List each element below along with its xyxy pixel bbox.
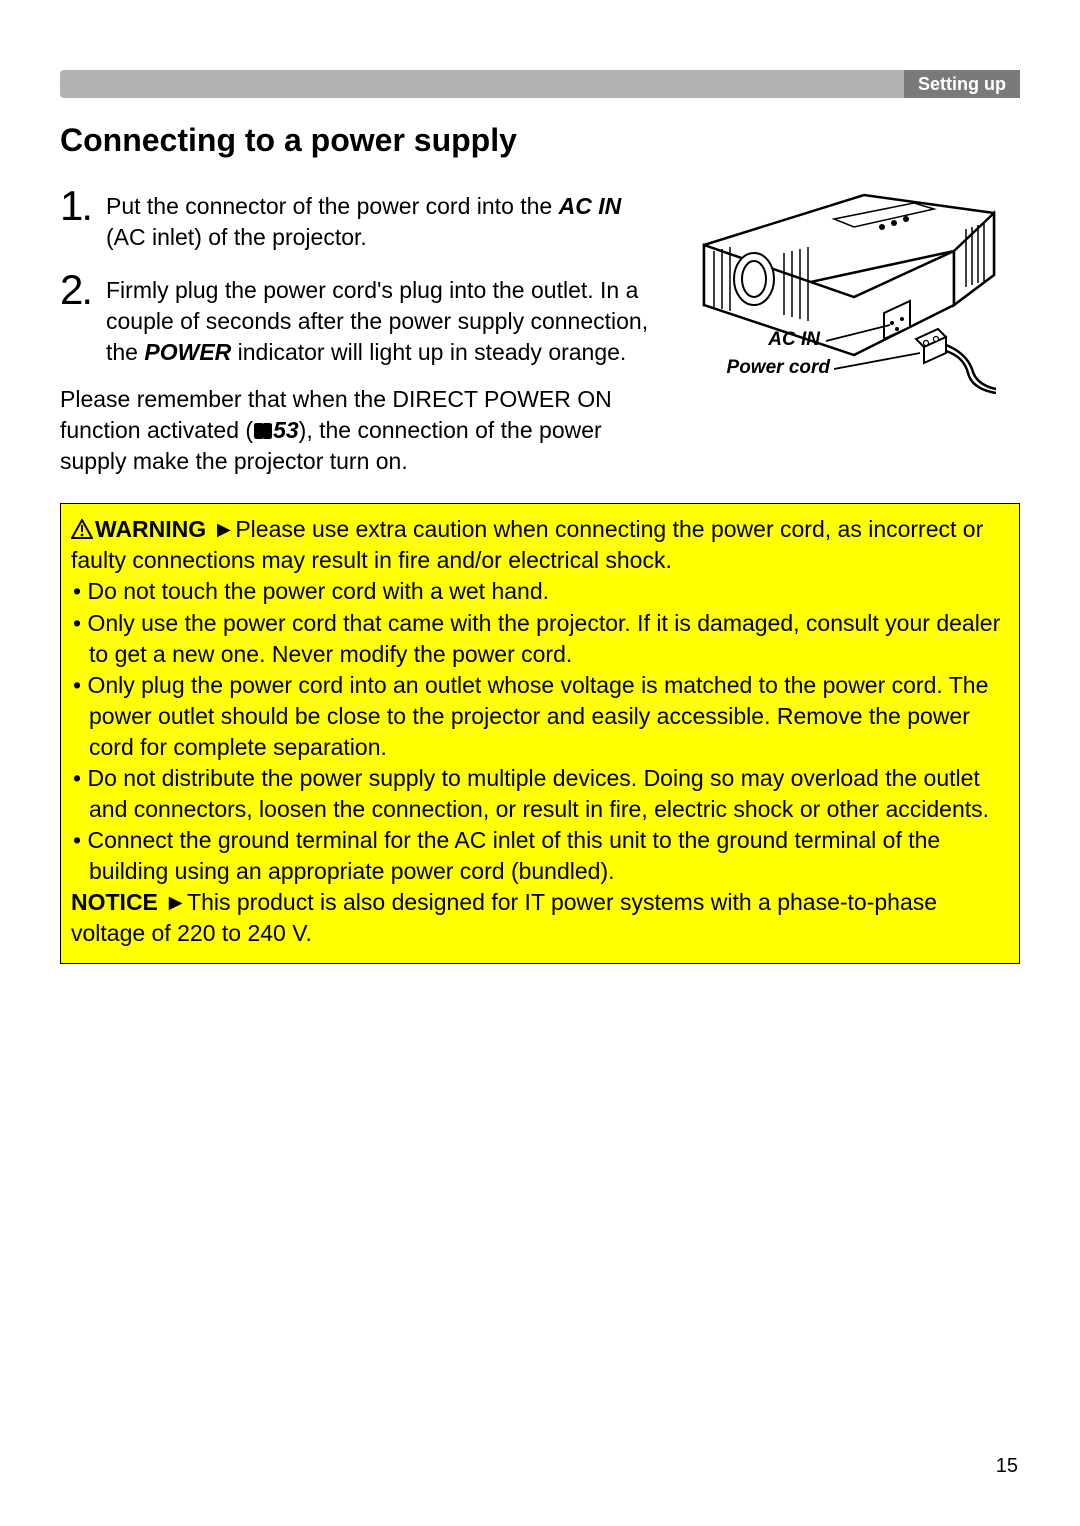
warning-bullets: Do not touch the power cord with a wet h…: [71, 576, 1009, 886]
text-column: 1. Put the connector of the power cord i…: [60, 185, 666, 477]
warning-intro-text: ►Please use extra caution when connectin…: [71, 516, 983, 573]
diagram-label-ac-in: AC IN: [768, 327, 820, 354]
step-2: 2. Firmly plug the power cord's plug int…: [60, 269, 666, 368]
notice-line: NOTICE ►This product is also designed fo…: [71, 887, 1009, 949]
warning-label: WARNING: [95, 516, 206, 542]
step-text-before: Put the connector of the power cord into…: [106, 193, 559, 219]
page-ref: 53: [273, 417, 299, 443]
section-title: Connecting to a power supply: [60, 122, 1020, 159]
book-icon: [253, 423, 273, 439]
step-number: 2.: [60, 269, 106, 368]
step-text: Firmly plug the power cord's plug into t…: [106, 269, 666, 368]
power-term: POWER: [144, 339, 231, 365]
diagram-column: AC IN Power cord: [684, 185, 1020, 477]
step-text-after: indicator will light up in steady orange…: [231, 339, 626, 365]
warning-intro: WARNING ►Please use extra caution when c…: [71, 514, 1009, 576]
step-1: 1. Put the connector of the power cord i…: [60, 185, 666, 253]
page-number: 15: [996, 1455, 1018, 1478]
ac-in-term: AC IN: [559, 193, 622, 219]
header-section-label: Setting up: [904, 70, 1020, 98]
content-row: 1. Put the connector of the power cord i…: [60, 185, 1020, 477]
page: Setting up Connecting to a power supply …: [0, 0, 1080, 1526]
warning-bullet: Only plug the power cord into an outlet …: [71, 670, 1009, 763]
body-paragraph: Please remember that when the DIRECT POW…: [60, 384, 666, 477]
warning-box: WARNING ►Please use extra caution when c…: [60, 503, 1020, 964]
warning-bullet: Connect the ground terminal for the AC i…: [71, 825, 1009, 887]
warning-bullet: Do not touch the power cord with a wet h…: [71, 576, 1009, 607]
warning-triangle-icon: [71, 519, 93, 539]
diagram-label-power-cord: Power cord: [727, 355, 830, 382]
step-text: Put the connector of the power cord into…: [106, 185, 666, 253]
projector-diagram: AC IN Power cord: [684, 185, 1020, 405]
step-number: 1.: [60, 185, 106, 253]
step-text-after: (AC inlet) of the projector.: [106, 224, 367, 250]
notice-label: NOTICE: [71, 889, 158, 915]
warning-bullet: Only use the power cord that came with t…: [71, 608, 1009, 670]
warning-bullet: Do not distribute the power supply to mu…: [71, 763, 1009, 825]
notice-text: ►This product is also designed for IT po…: [71, 889, 937, 946]
header-bar: Setting up: [60, 70, 1020, 98]
